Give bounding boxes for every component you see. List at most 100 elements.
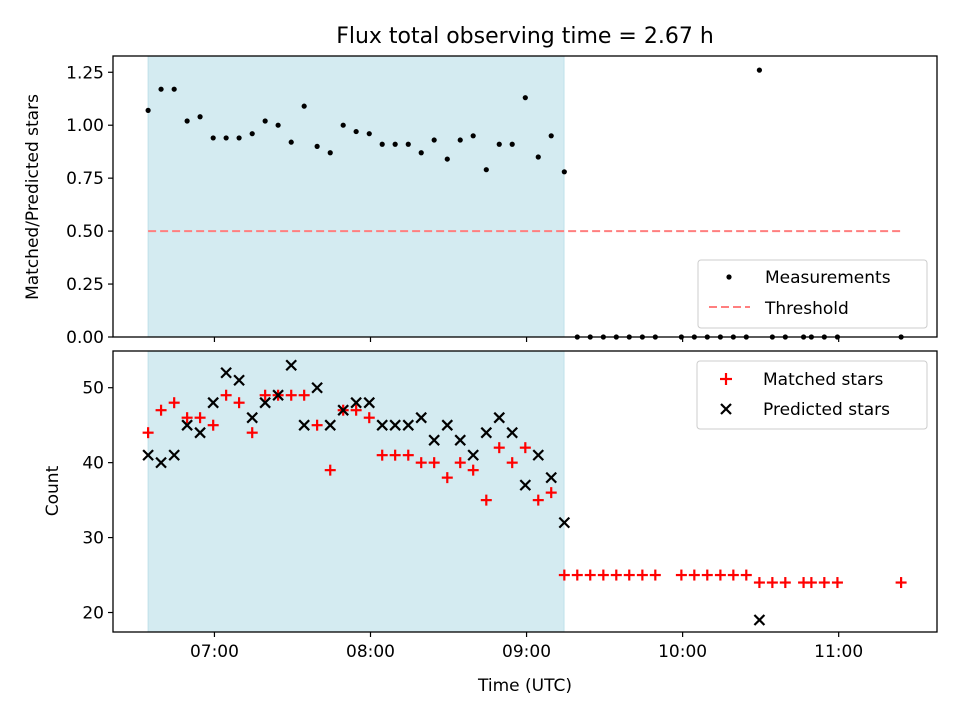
matched-star-point <box>493 442 505 454</box>
matched-star-point <box>545 487 557 499</box>
predicted-star-point <box>233 374 245 387</box>
predicted-star-point <box>467 449 479 461</box>
matched-star-point <box>623 569 635 581</box>
ratio-y-tick-label: 0.50 <box>66 222 104 242</box>
matched-star-point <box>779 577 791 589</box>
matched-star-point <box>480 494 492 506</box>
measurement-point <box>262 118 268 124</box>
matched-star-point <box>467 464 479 476</box>
matched-star-point <box>376 449 388 461</box>
matched-star-point <box>766 577 778 589</box>
measurement-point <box>236 135 242 141</box>
legend-predicted-label: Predicted stars <box>763 400 890 420</box>
count-y-tick-label: 40 <box>82 454 104 474</box>
measurement-point <box>288 139 294 145</box>
predicted-star-point <box>753 614 766 626</box>
matched-star-point <box>311 419 323 431</box>
predicted-star-point <box>389 419 401 431</box>
count-panel: 20 30 40 50 07:00 08:00 09:00 10:00 11:00 Count… <box>43 350 938 696</box>
matched-star-point <box>415 457 427 469</box>
matched-star-point <box>194 412 206 424</box>
count-legend-box <box>696 360 928 430</box>
matched-star-point <box>740 569 752 581</box>
measurement-point <box>457 137 463 143</box>
measurement-point <box>756 67 763 73</box>
measurement-point <box>561 169 567 175</box>
matched-star-point <box>584 569 596 581</box>
matched-star-point <box>610 569 622 581</box>
predicted-star-point <box>402 419 415 431</box>
matched-star-point <box>259 389 271 401</box>
predicted-star-point <box>454 434 467 446</box>
matched-star-point <box>402 449 414 461</box>
count-panel-frame <box>112 350 938 633</box>
predicted-star-point <box>337 404 349 416</box>
matched-star-point <box>597 569 609 581</box>
predicted-star-point <box>298 419 310 431</box>
matched-star-point <box>220 389 232 401</box>
matched-star-point <box>558 569 570 581</box>
measurement-point <box>496 141 502 147</box>
legend-measurements-label: Measurements <box>765 268 891 288</box>
matched-star-point <box>688 569 700 581</box>
measurement-point <box>418 150 424 156</box>
measurement-point <box>197 114 203 120</box>
matched-star-point <box>649 569 661 581</box>
count-legend: Matched stars Predicted stars <box>696 360 928 430</box>
measurement-point <box>340 122 346 128</box>
matched-star-point <box>571 569 583 581</box>
x-tick-label: 07:00 <box>190 642 239 662</box>
legend-predicted-marker <box>720 403 732 415</box>
matched-star-point <box>181 412 193 424</box>
matched-star-point <box>636 569 648 581</box>
matched-star-point <box>363 412 375 424</box>
predicted-star-point <box>272 389 284 401</box>
x-axis-label: Time (UTC) <box>477 676 572 696</box>
predicted-star-point <box>181 419 193 431</box>
matched-star-point <box>246 427 258 439</box>
predicted-star-point <box>532 449 545 461</box>
predicted-star-point <box>207 396 219 409</box>
ratio-y-tick-label: 0.00 <box>66 328 104 348</box>
count-y-tick-label: 50 <box>82 379 104 399</box>
predicted-star-point <box>519 479 532 491</box>
predicted-star-point <box>545 471 557 484</box>
matched-star-point <box>675 569 687 581</box>
ratio-y-tick-label: 0.25 <box>66 275 104 295</box>
measurement-point <box>145 107 151 113</box>
ratio-panel: 0.00 0.25 0.50 0.75 1.00 1.25 Matched/Predict… <box>23 55 938 348</box>
predicted-star-point <box>220 366 232 379</box>
measurement-point <box>171 86 177 92</box>
predicted-star-point <box>428 434 440 446</box>
x-tick-label: 09:00 <box>502 642 551 662</box>
measurement-point <box>522 95 528 101</box>
matched-star-point <box>454 457 466 469</box>
measurement-point <box>548 133 554 139</box>
matched-star-point <box>298 389 310 401</box>
observing-window-shade <box>147 55 565 338</box>
legend-threshold-label: Threshold <box>764 299 849 319</box>
matched-star-point <box>324 464 336 476</box>
count-y-tick-label: 20 <box>82 604 104 624</box>
matched-star-point <box>441 472 453 484</box>
x-tick-label: 10:00 <box>658 642 707 662</box>
x-tick-label: 08:00 <box>346 642 395 662</box>
measurement-point <box>392 141 398 147</box>
measurement-point <box>366 131 372 137</box>
matched-star-point <box>142 427 154 439</box>
predicted-star-point <box>480 426 493 439</box>
predicted-star-point <box>246 411 258 424</box>
predicted-star-point <box>285 359 297 372</box>
measurement-point <box>431 137 437 143</box>
matched-star-point <box>428 457 440 469</box>
legend-matched-label: Matched stars <box>763 370 883 390</box>
ratio-y-tick-label: 1.00 <box>66 116 104 136</box>
matched-star-point <box>818 577 830 589</box>
matched-star-point <box>831 577 843 589</box>
predicted-star-point <box>441 419 454 431</box>
ratio-panel-frame <box>112 55 938 338</box>
matched-star-point <box>519 442 531 454</box>
x-tick-label: 11:00 <box>814 642 863 662</box>
predicted-star-point <box>259 396 271 409</box>
